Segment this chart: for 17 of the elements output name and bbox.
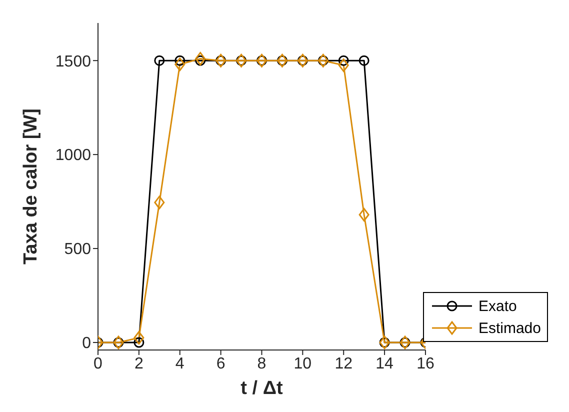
- x-axis-title: t / Δt: [240, 378, 284, 399]
- legend-label: Estimado: [478, 320, 541, 336]
- x-tick-label: 12: [334, 355, 353, 372]
- legend-label: Exato: [478, 298, 517, 314]
- y-tick-label: 1000: [55, 147, 92, 164]
- x-tick-label: 2: [134, 355, 144, 372]
- x-tick-label: 6: [216, 355, 226, 372]
- x-tick-label: 14: [376, 355, 394, 372]
- y-tick-label: 500: [64, 241, 92, 258]
- x-tick-label: 8: [257, 355, 266, 372]
- y-tick-label: 1500: [55, 53, 92, 70]
- x-tick-label: 0: [94, 355, 103, 372]
- x-tick-label: 10: [294, 355, 312, 372]
- x-tick-label: 4: [175, 355, 184, 372]
- y-axis-title: Taxa de calor [W]: [20, 108, 42, 264]
- x-tick-label: 16: [416, 355, 434, 372]
- y-tick-label: 0: [82, 335, 92, 352]
